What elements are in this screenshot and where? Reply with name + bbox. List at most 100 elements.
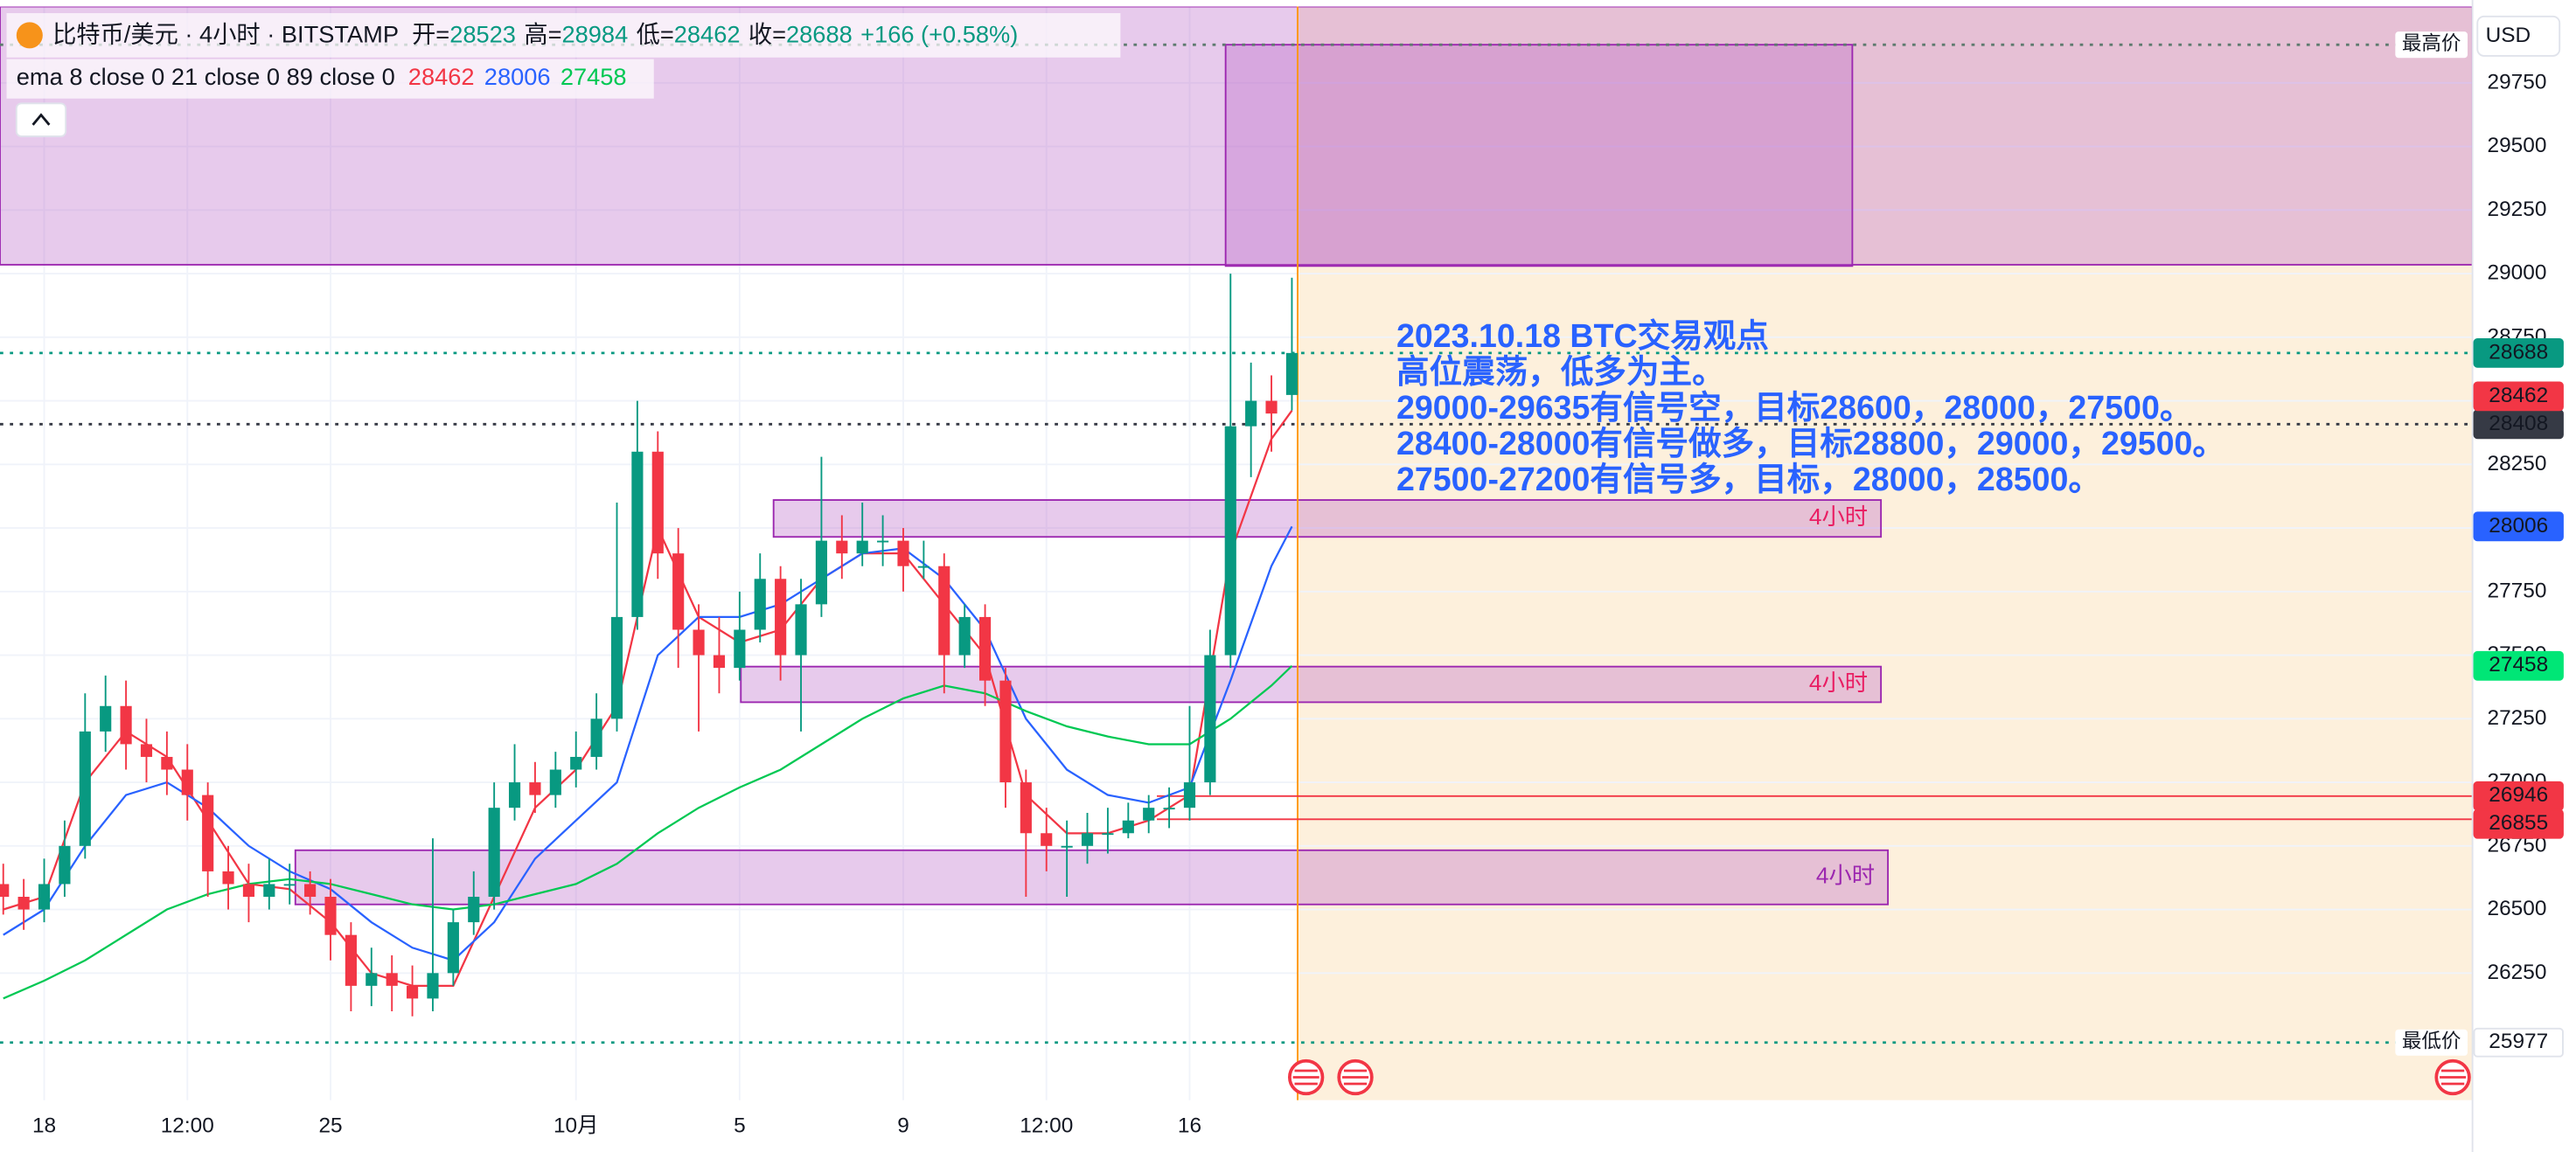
candle-body <box>815 540 828 605</box>
collapse-button[interactable] <box>15 102 67 137</box>
indicator-bg <box>6 59 654 99</box>
y-tick-label: 27250 <box>2488 706 2547 730</box>
price-line-tag <box>2395 31 2468 59</box>
candle-body <box>202 795 214 871</box>
candle-body <box>999 680 1012 783</box>
candle-body <box>1224 426 1236 656</box>
candle-body <box>0 884 10 898</box>
indicator-line: ema 8 close 0 21 close 0 89 close 0 28462… <box>17 63 627 90</box>
candle-body <box>100 705 112 732</box>
candle-body <box>1122 820 1134 834</box>
y-tick-label: 29500 <box>2488 134 2547 157</box>
candle-body <box>917 566 929 568</box>
future-region <box>1297 6 2473 1100</box>
candle-body <box>1102 833 1114 836</box>
candle-body <box>508 782 521 808</box>
candle-body <box>1245 400 1257 427</box>
candle-body <box>610 616 623 719</box>
candle-body <box>1285 352 1298 395</box>
candle-body <box>1020 782 1032 834</box>
price-tag-label: 27458 <box>2489 653 2548 677</box>
candle-body <box>17 897 30 910</box>
collapse-icon <box>31 113 51 126</box>
y-tick-label: 29000 <box>2488 261 2547 285</box>
flag-stripes <box>2440 1069 2467 1086</box>
x-tick-label: 16 <box>1178 1114 1201 1137</box>
candle-body <box>897 540 909 566</box>
candle-body <box>713 655 726 669</box>
zone-label: 4小时 <box>1816 863 1875 889</box>
close-value: 28688 <box>786 21 853 48</box>
candle-body <box>795 604 807 656</box>
y-tick-label: 27750 <box>2488 579 2547 602</box>
unit-box <box>2476 15 2561 57</box>
candle-body <box>1183 782 1196 808</box>
candle-body <box>856 540 868 554</box>
header-bg <box>6 13 1121 58</box>
candle-body <box>1081 833 1094 846</box>
price-tag-label: 28688 <box>2489 340 2548 364</box>
candle-body <box>1143 808 1155 821</box>
candle-body <box>651 451 664 554</box>
candle-body <box>877 540 889 543</box>
price-tag <box>2473 511 2564 542</box>
ema-line <box>3 525 1293 962</box>
price-tag-label: 28408 <box>2489 412 2548 435</box>
price-line-label: 最高价 <box>2402 32 2461 54</box>
candle-body <box>754 579 766 630</box>
candle-body <box>407 985 419 999</box>
annotation-line: 高位震荡，低多为主。 <box>1396 353 1725 390</box>
candle-body <box>263 884 275 898</box>
ema8-value: 28462 <box>408 63 475 90</box>
candle-body <box>427 973 439 999</box>
zone <box>772 499 1883 538</box>
price-tag <box>2473 808 2564 839</box>
axis-unit: USD <box>2486 24 2531 47</box>
candle-body <box>283 884 296 886</box>
y-tick-label: 26250 <box>2488 961 2547 984</box>
candle-body <box>631 451 644 617</box>
legend-line: 比特币/美元 · 4小时 · BITSTAMP 开=28523 高=28984 低=2… <box>52 21 1018 48</box>
candle-body <box>775 579 787 656</box>
candle-body <box>181 769 193 795</box>
indicator-name: ema 8 close 0 21 close 0 89 close 0 <box>17 63 395 90</box>
zone-label: 4小时 <box>1809 503 1868 530</box>
candle-body <box>958 616 971 656</box>
open-label: 开= <box>412 21 449 48</box>
flag-stripes <box>1342 1069 1369 1086</box>
price-line-label: 最低价 <box>2402 1031 2461 1052</box>
candle-body <box>693 629 705 656</box>
price-tag <box>2473 381 2564 412</box>
change: +166 (+0.58%) <box>860 21 1018 48</box>
high-value: 28984 <box>561 21 628 48</box>
x-tick-label: 10月 <box>553 1114 599 1137</box>
candle-body <box>304 884 317 898</box>
candle-body <box>734 629 746 669</box>
zone <box>294 849 1890 906</box>
candle-body <box>529 782 541 795</box>
ema89-value: 27458 <box>560 63 627 90</box>
annotation-line: 29000-29635有信号空，目标28600，28000，27500。 <box>1396 389 2192 426</box>
symbol: 比特币/美元 · 4小时 · BITSTAMP <box>52 21 399 48</box>
candle-body <box>222 871 234 885</box>
y-tick-label: 28250 <box>2488 452 2547 475</box>
candle-body <box>1061 845 1073 848</box>
zone-label: 4小时 <box>1809 670 1868 696</box>
price-axis <box>2472 0 2576 1152</box>
candle-body <box>570 756 582 770</box>
close-label: 收= <box>748 21 786 48</box>
low-value: 28462 <box>674 21 741 48</box>
candle-body <box>488 808 500 898</box>
candle-body <box>345 934 357 986</box>
candle-body <box>79 731 91 846</box>
x-tick-label: 25 <box>318 1114 342 1137</box>
zone <box>1224 44 1854 267</box>
candle-body <box>836 540 848 554</box>
annotation-line: 28400-28000有信号做多，目标28800，29000，29500。 <box>1396 425 2225 461</box>
x-tick-label: 12:00 <box>161 1114 214 1137</box>
x-tick-label: 18 <box>32 1114 56 1137</box>
candle-body <box>549 769 561 795</box>
candle-body <box>447 922 459 974</box>
